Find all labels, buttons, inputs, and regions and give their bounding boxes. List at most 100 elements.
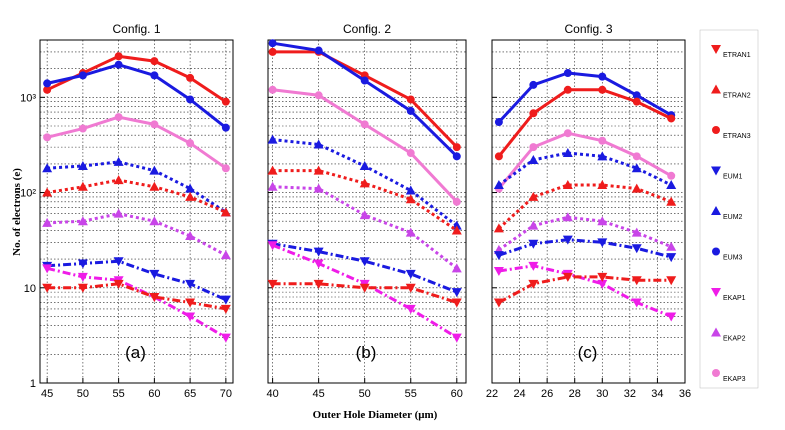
data-point-ekap3 [268, 85, 277, 94]
data-point-etran3 [150, 57, 159, 66]
data-point-etran1 [313, 279, 324, 289]
data-point-ekap1 [220, 333, 231, 343]
data-point-eum3 [268, 39, 277, 48]
data-point-eum1 [597, 238, 608, 248]
panels: 1 10 10² 10³ 45 50 55 60 65 70 Config. 1 (a) 40 45 50 5… [20, 22, 691, 400]
data-point-eum2 [597, 151, 608, 161]
data-point-eum3 [563, 69, 572, 78]
legend-marker-etran1 [711, 45, 721, 54]
legend-marker-ekap1 [711, 288, 721, 297]
data-point-eum2 [359, 161, 370, 171]
data-point-ekap3 [221, 164, 230, 173]
panel-title: Config. 3 [564, 22, 612, 36]
x-tick-label: 32 [624, 388, 636, 400]
data-point-etran1 [113, 279, 124, 289]
data-point-ekap1 [42, 264, 53, 274]
data-point-etran3 [563, 85, 572, 94]
data-point-etran2 [451, 225, 462, 235]
legend-label-eum1: EUM1 [723, 174, 743, 181]
panel-title: Config. 1 [112, 22, 160, 36]
plot-frame [267, 39, 467, 384]
series-line-etran2 [497, 183, 672, 230]
data-point-eum1 [451, 288, 462, 298]
data-point-ekap3 [314, 91, 323, 100]
legend-label-etran3: ETRAN3 [723, 133, 751, 140]
x-axis-label: Outer Hole Diameter (μm) [313, 409, 438, 421]
data-point-eum1 [359, 257, 370, 267]
data-point-ekap2 [185, 230, 196, 240]
series-line-etran2 [272, 169, 458, 232]
data-point-eum3 [221, 123, 230, 132]
data-point-eum3 [78, 71, 87, 80]
data-point-ekap3 [360, 120, 369, 129]
data-point-eum3 [452, 152, 461, 161]
series-line-etran3 [497, 88, 672, 158]
data-point-ekap2 [562, 212, 573, 222]
legend-label-ekap2: EKAP2 [723, 336, 746, 343]
legend-marker-eum3 [712, 247, 720, 256]
data-point-eum2 [666, 180, 677, 190]
x-tick-label: 65 [184, 388, 196, 400]
x-tick-label: 60 [451, 388, 463, 400]
data-point-etran3 [494, 152, 503, 161]
legend-box [699, 29, 759, 389]
data-point-eum1 [77, 259, 88, 269]
data-point-etran3 [221, 97, 230, 106]
data-point-etran2 [267, 165, 278, 175]
legend-label-ekap1: EKAP1 [723, 295, 746, 302]
plot-frame [491, 39, 686, 384]
x-tick-label: 24 [513, 388, 525, 400]
data-point-ekap1 [185, 312, 196, 322]
series-line-ekap2 [272, 185, 458, 270]
panel-label: (b) [356, 343, 377, 362]
x-tick-label: 34 [651, 388, 663, 400]
data-point-eum3 [632, 91, 641, 100]
data-point-eum2 [313, 139, 324, 149]
data-point-ekap3 [529, 143, 538, 152]
data-point-ekap3 [632, 152, 641, 161]
data-point-etran3 [186, 73, 195, 82]
data-point-ekap3 [598, 136, 607, 145]
data-point-ekap2 [42, 217, 53, 227]
legend-marker-eum2 [711, 206, 721, 215]
data-point-ekap2 [631, 227, 642, 237]
series-line-eum2 [47, 160, 227, 214]
series-line-ekap1 [498, 264, 672, 318]
data-point-eum2 [113, 156, 124, 166]
data-point-eum3 [43, 79, 52, 88]
data-point-eum2 [528, 154, 539, 164]
data-point-ekap2 [359, 210, 370, 220]
series-line-ekap3 [46, 115, 227, 170]
data-point-etran1 [185, 298, 196, 308]
legend-label-eum3: EUM3 [723, 255, 743, 262]
series-line-eum3 [46, 63, 227, 129]
data-point-etran2 [359, 178, 370, 188]
data-point-ekap3 [452, 197, 461, 206]
series-line-ekap1 [46, 266, 227, 339]
x-tick-label: 60 [148, 388, 160, 400]
data-point-etran2 [597, 180, 608, 190]
legend-marker-etran3 [712, 126, 720, 134]
data-point-eum2 [405, 185, 416, 195]
x-tick-label: 28 [569, 388, 581, 400]
data-point-eum2 [631, 163, 642, 173]
data-point-etran2 [562, 180, 573, 190]
y-tick-label: 10 [24, 283, 36, 295]
data-point-etran3 [452, 143, 461, 152]
series-line-eum1 [47, 259, 227, 302]
data-point-etran3 [632, 97, 641, 106]
data-point-etran1 [267, 279, 278, 289]
panel-1: 1 10 10² 10³ 45 50 55 60 65 70 Config. 1 (a) [20, 22, 234, 400]
data-point-eum1 [313, 247, 324, 257]
data-point-ekap3 [150, 120, 159, 129]
data-point-etran3 [268, 47, 277, 56]
data-point-ekap2 [313, 183, 324, 193]
data-point-etran1 [562, 272, 573, 282]
data-point-etran3 [114, 52, 123, 61]
y-axis-label: No. of electrons (e) [11, 168, 23, 256]
data-point-etran3 [43, 85, 52, 94]
data-point-etran1 [220, 304, 231, 314]
data-point-etran3 [529, 109, 538, 118]
panel-label: (a) [125, 343, 146, 362]
data-point-etran1 [631, 276, 642, 286]
